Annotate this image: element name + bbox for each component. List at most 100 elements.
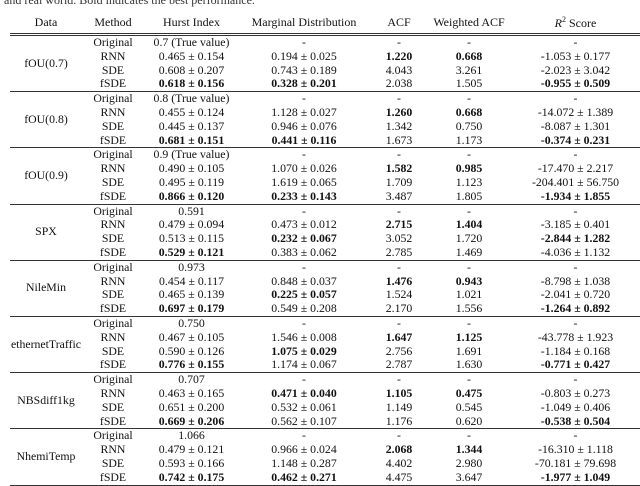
cell-r2: -1.264 ± 0.892 [540, 301, 611, 316]
cell-r2: -2.041 ± 0.720 [540, 287, 611, 302]
cell-hurst: 0.618 ± 0.156 [158, 76, 225, 91]
dataset-group: SPX Original 0.591 - - - - RNN 0.479 ± 0.094 0.47… [10, 203, 640, 261]
cell-weighted-acf: 2.980 [455, 455, 483, 470]
header-method: Method [94, 15, 132, 29]
cell-r2: - [573, 35, 578, 49]
table-row: fSDE 0.742 ± 0.175 0.462 ± 0.271 4.475 3.647… [10, 469, 640, 485]
cell-hurst: 0.697 ± 0.179 [158, 301, 225, 316]
cell-marginal: - [302, 203, 306, 218]
cell-method: SDE [101, 399, 125, 414]
cell-hurst: 0.750 [178, 315, 205, 330]
cell-method: SDE [101, 287, 125, 302]
cell-marginal: 0.549 ± 0.208 [271, 301, 337, 316]
cell-marginal: 0.532 ± 0.061 [271, 399, 337, 414]
cell-marginal: 1.070 ± 0.026 [271, 161, 337, 176]
cell-marginal: 0.225 ± 0.057 [271, 287, 337, 302]
cell-r2: - [573, 428, 578, 443]
cell-r2: -1.053 ± 0.177 [540, 48, 611, 63]
cell-weighted-acf: 0.668 [455, 48, 483, 63]
cell-weighted-acf: 1.173 [455, 132, 483, 147]
table-caption: and real world. Bold indicates the best … [4, 0, 255, 7]
cell-r2: - [573, 91, 578, 106]
cell-method: RNN [100, 161, 126, 176]
cell-weighted-acf: 1.125 [455, 329, 483, 344]
cell-acf: 2.756 [385, 343, 413, 358]
cell-hurst: 0.467 ± 0.105 [158, 329, 225, 344]
cell-method: SDE [101, 343, 125, 358]
header-weighted-acf: Weighted ACF [433, 15, 505, 29]
cell-method: fSDE [99, 132, 127, 147]
cell-r2: -0.955 ± 0.509 [540, 76, 611, 91]
cell-hurst: 0.513 ± 0.115 [158, 231, 225, 246]
cell-weighted-acf: 3.647 [455, 469, 483, 484]
table-row: SDE 0.513 ± 0.115 0.232 ± 0.067 3.052 1.720 -… [10, 231, 640, 246]
cell-acf: - [397, 372, 401, 387]
table-row: RNN 0.455 ± 0.124 1.128 ± 0.027 1.260 0.668 -… [10, 104, 640, 120]
cell-marginal: 0.328 ± 0.201 [271, 76, 337, 91]
table-row: fSDE 0.697 ± 0.179 0.549 ± 0.208 2.170 1.556… [10, 301, 640, 316]
cell-hurst: 0.742 ± 0.175 [158, 469, 225, 484]
dataset-name: NhemiTemp [16, 449, 76, 463]
cell-method: SDE [101, 174, 125, 189]
cell-acf: 1.342 [385, 118, 413, 133]
cell-marginal: 0.441 ± 0.116 [271, 132, 337, 147]
cell-weighted-acf: 1.021 [455, 287, 483, 302]
cell-hurst: 0.776 ± 0.155 [158, 357, 225, 372]
cell-r2: -0.538 ± 0.504 [540, 413, 611, 428]
cell-acf: - [397, 203, 401, 218]
table-row: fSDE 0.529 ± 0.121 0.383 ± 0.062 2.785 1.469… [10, 244, 640, 260]
cell-r2: - [573, 147, 578, 162]
cell-r2: - [573, 372, 578, 387]
dataset-group: fOU(0.7) Original 0.7 (True value) - - - - RNN 0… [10, 35, 640, 92]
cell-r2: -1.184 ± 0.168 [540, 343, 611, 358]
cell-acf: 1.524 [385, 287, 413, 302]
cell-acf: - [397, 91, 401, 106]
cell-hurst: 0.590 ± 0.126 [158, 343, 225, 358]
cell-acf: 3.052 [385, 231, 413, 246]
table-row: RNN 0.467 ± 0.105 1.546 ± 0.008 1.647 1.125 -… [10, 329, 640, 345]
cell-method: RNN [100, 104, 126, 119]
dataset-group: fOU(0.9) Original 0.9 (True value) - - - - RNN 0… [10, 147, 640, 205]
cell-acf: 1.673 [385, 132, 413, 147]
cell-weighted-acf: - [467, 35, 471, 49]
cell-weighted-acf: - [467, 203, 471, 218]
cell-r2: -17.470 ± 2.217 [537, 161, 614, 176]
cell-r2: -0.771 ± 0.427 [540, 357, 611, 372]
cell-acf: - [397, 259, 401, 274]
table-row: SDE 0.651 ± 0.200 0.532 ± 0.061 1.149 0.545 -… [10, 399, 640, 415]
dataset-name: fOU(0.7) [24, 55, 68, 70]
cell-weighted-acf: 1.469 [455, 244, 483, 259]
table-row: SDE 0.608 ± 0.207 0.743 ± 0.189 4.043 3.261 -… [10, 63, 640, 78]
table-row: fSDE 0.776 ± 0.155 1.174 ± 0.067 2.787 1.630… [10, 357, 640, 372]
dataset-name: fOU(0.8) [24, 111, 68, 126]
cell-method: Original [93, 315, 133, 330]
header-acf: ACF [387, 15, 411, 29]
cell-weighted-acf: 1.556 [455, 301, 483, 316]
cell-hurst: 0.707 [178, 372, 205, 387]
cell-r2: -1.934 ± 1.855 [540, 188, 611, 203]
cell-marginal: 0.233 ± 0.143 [271, 188, 337, 203]
cell-r2: -3.185 ± 0.401 [540, 217, 611, 232]
table-row: SPX Original 0.591 - - - - [10, 203, 640, 239]
table-row: SDE 0.495 ± 0.119 1.619 ± 0.065 1.709 1.123 -… [10, 174, 640, 190]
cell-marginal: 1.148 ± 0.287 [271, 455, 337, 470]
cell-acf: 2.068 [385, 442, 413, 457]
table-row: fOU(0.7) Original 0.7 (True value) - - - - [10, 35, 640, 70]
cell-method: RNN [100, 273, 126, 288]
cell-weighted-acf: - [467, 372, 471, 387]
cell-method: Original [93, 147, 133, 162]
header-r2: R2 Score [509, 12, 640, 35]
cell-r2: - [573, 203, 578, 218]
dataset-name: NBSdiff1kg [17, 392, 75, 407]
table-row: SDE 0.593 ± 0.166 1.148 ± 0.287 4.402 2.980 -… [10, 455, 640, 471]
cell-r2: - [573, 259, 578, 274]
dataset-group: NBSdiff1kg Original 0.707 - - - - RNN 0.463 ± 0.… [10, 372, 640, 429]
cell-r2: -8.087 ± 1.301 [540, 118, 611, 133]
header-data: Data [34, 15, 58, 29]
cell-method: RNN [100, 217, 126, 232]
table-row: RNN 0.465 ± 0.154 0.194 ± 0.025 1.220 0.668 -… [10, 48, 640, 64]
cell-acf: 1.476 [385, 273, 413, 288]
cell-marginal: 1.546 ± 0.008 [271, 329, 337, 344]
cell-r2: -70.181 ± 79.698 [534, 455, 617, 470]
cell-marginal: 0.462 ± 0.271 [271, 469, 337, 484]
